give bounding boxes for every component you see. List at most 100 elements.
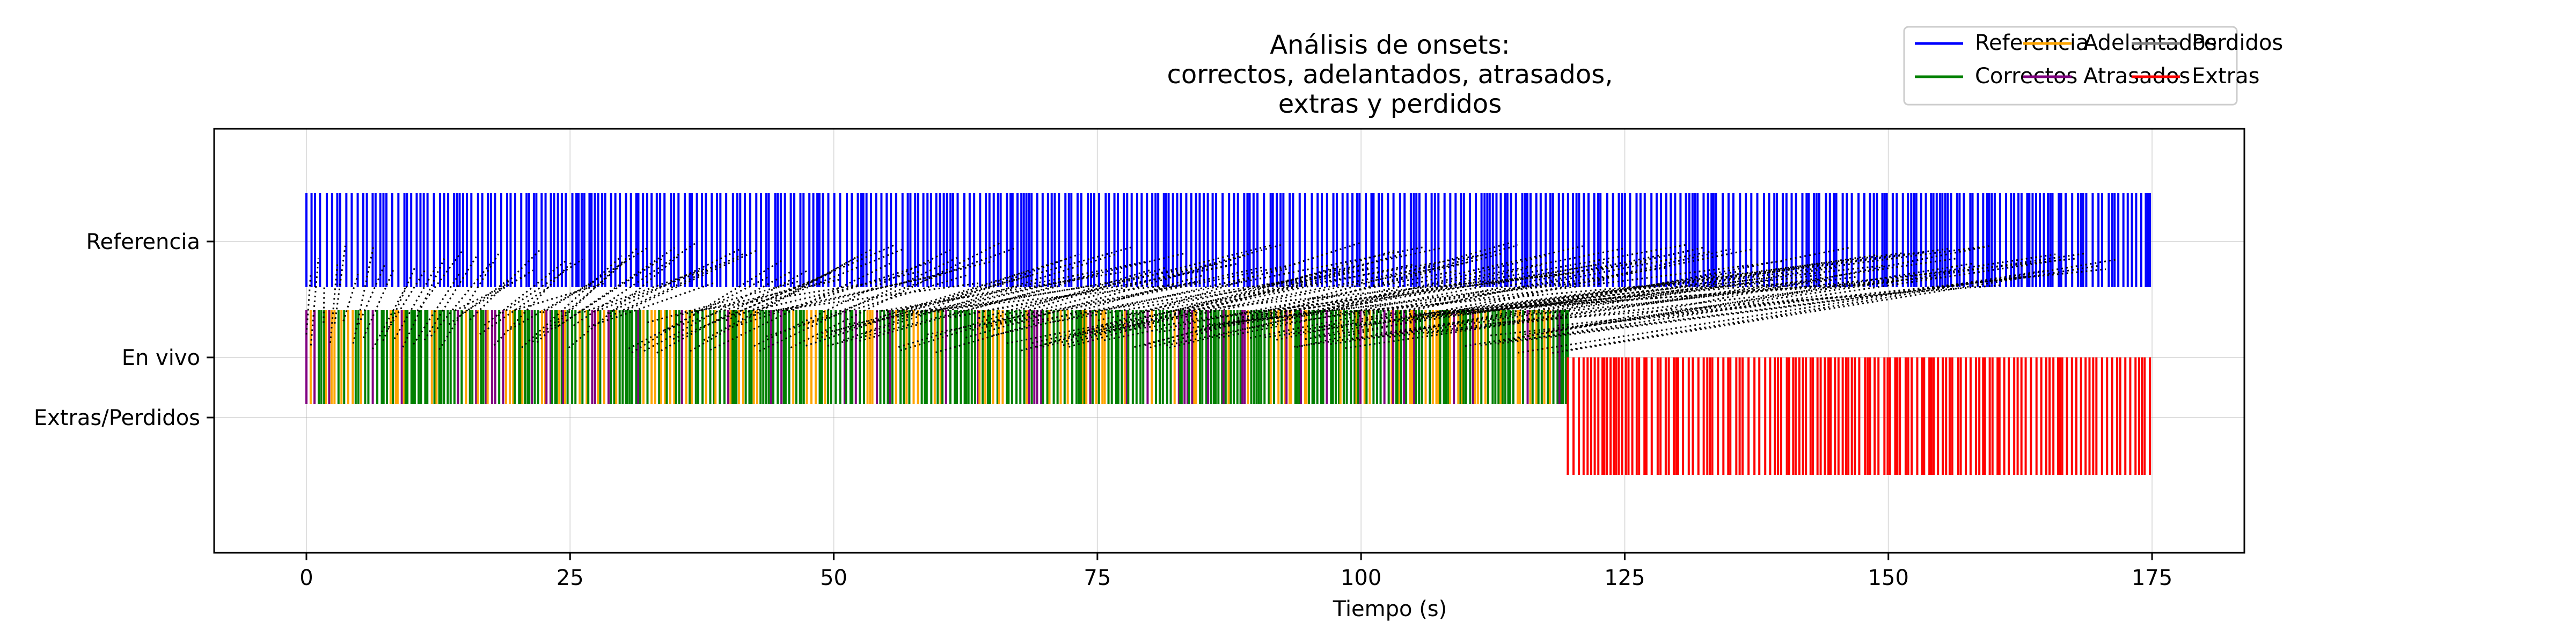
match-line <box>1276 246 1705 341</box>
match-line <box>672 271 834 340</box>
x-tick-label: 175 <box>2132 566 2172 590</box>
x-tick-label: 75 <box>1084 566 1111 590</box>
x-tick-label: 0 <box>299 566 313 590</box>
match-line <box>1547 252 2085 333</box>
match-line <box>514 282 604 311</box>
x-axis-ticks: 0 25 50 75 100 125 150 175 <box>299 553 2172 590</box>
match-line <box>1218 260 1613 339</box>
match-line <box>1179 273 1563 312</box>
match-line <box>387 269 426 330</box>
x-tick-label: 100 <box>1341 566 1381 590</box>
match-line <box>469 248 541 321</box>
match-line <box>531 260 626 343</box>
match-line <box>1120 282 1474 332</box>
match-line <box>334 245 346 324</box>
match-line <box>1510 275 2032 342</box>
extra-onsets <box>1567 357 2151 475</box>
match-line <box>1052 266 1380 323</box>
match-line <box>484 259 569 326</box>
match-line <box>833 258 1067 332</box>
match-line <box>759 256 960 352</box>
match-line <box>597 261 726 312</box>
match-line <box>1528 259 2064 340</box>
x-tick-label: 150 <box>1868 566 1909 590</box>
x-tick-label: 25 <box>557 566 584 590</box>
match-line <box>342 274 359 321</box>
match-line <box>918 252 1186 316</box>
match-line <box>647 280 799 324</box>
match-line <box>643 270 792 352</box>
match-line <box>1209 279 1606 325</box>
match-line <box>1465 262 1974 347</box>
match-line <box>1358 274 1823 326</box>
match-line <box>1114 261 1469 332</box>
match-line <box>310 258 319 346</box>
match-line <box>448 277 511 325</box>
match-line <box>588 282 715 328</box>
match-line <box>1552 265 2099 354</box>
match-line <box>305 275 312 335</box>
match-line <box>622 248 759 313</box>
match-line <box>1294 286 1720 348</box>
match-line <box>542 247 648 313</box>
match-line <box>965 253 1249 339</box>
match-line <box>554 257 663 329</box>
match-line <box>806 270 1028 347</box>
match-line <box>1557 268 2106 327</box>
match-line <box>1223 247 1624 326</box>
match-line <box>521 255 623 348</box>
match-line <box>714 243 897 323</box>
match-line <box>1270 244 1688 319</box>
match-line <box>843 253 1080 341</box>
match-line <box>1524 253 2056 335</box>
match-line <box>536 247 639 343</box>
match-line <box>887 261 1146 313</box>
match-line <box>462 269 534 314</box>
match-line <box>733 270 921 316</box>
match-line <box>1433 252 1924 317</box>
y-tick-label: Extras/Perdidos <box>34 406 200 430</box>
match-line <box>352 246 375 344</box>
match-line <box>610 253 744 317</box>
match-line <box>1439 276 1942 315</box>
y-tick-label: Referencia <box>86 230 200 254</box>
match-line <box>1036 241 1363 348</box>
match-line <box>606 248 740 314</box>
match-line <box>664 278 821 331</box>
x-tick-label: 50 <box>820 566 847 590</box>
chart-title-line-1: Análisis de onsets: <box>1270 30 1510 60</box>
match-line <box>362 268 395 339</box>
match-line <box>1159 285 1529 333</box>
match-line <box>455 275 526 311</box>
match-line <box>816 274 1034 340</box>
match-line <box>935 274 1205 354</box>
match-line <box>694 283 863 312</box>
match-line <box>786 260 994 311</box>
match-line <box>1091 265 1437 334</box>
match-line <box>1409 282 1893 315</box>
match-line <box>790 242 1001 349</box>
match-line <box>382 265 416 341</box>
match-line <box>1194 245 1583 333</box>
match-line <box>864 253 1116 334</box>
x-axis-label: Tiempo (s) <box>1333 597 1447 621</box>
legend-box <box>1903 26 2238 106</box>
match-line <box>1389 275 1859 338</box>
match-line <box>1097 247 1442 321</box>
match-line <box>972 266 1265 331</box>
match-line <box>1517 269 2046 354</box>
match-line <box>1339 260 1784 317</box>
match-line <box>1166 264 1543 347</box>
match-line <box>510 281 595 330</box>
match-line <box>1253 267 1667 329</box>
y-axis-ticks: Referencia En vivo Extras/Perdidos <box>34 230 214 430</box>
match-line <box>416 249 464 312</box>
match-line <box>631 260 782 354</box>
match-line <box>1497 275 2028 345</box>
reference-onsets <box>305 193 2151 287</box>
match-line <box>1488 284 2001 325</box>
match-line <box>736 261 933 327</box>
match-line <box>1103 269 1458 341</box>
x-tick-label: 125 <box>1604 566 1645 590</box>
